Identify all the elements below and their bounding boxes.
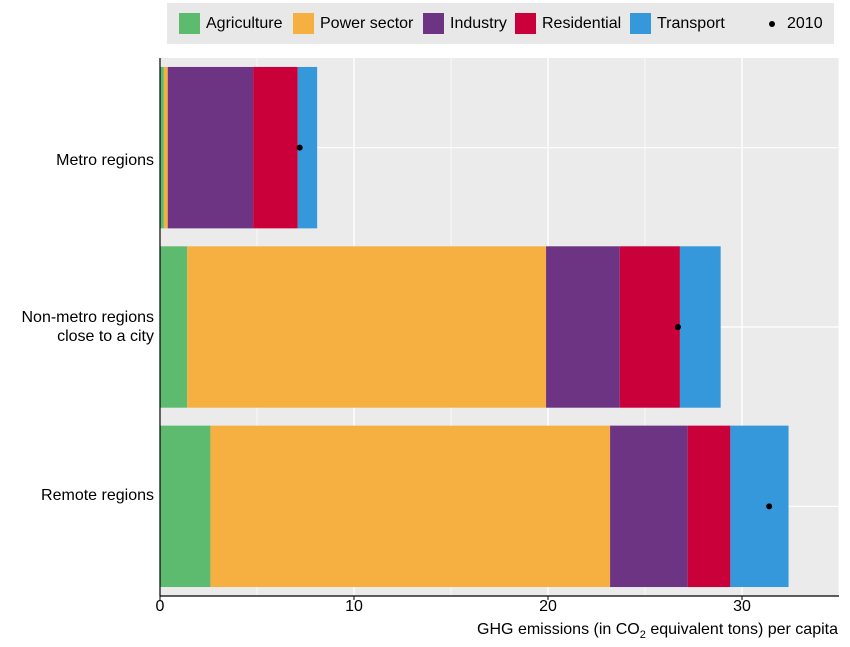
y-label-non-metro-regions: Non-metro regions close to a city xyxy=(22,308,155,346)
legend-label-2010: 2010 xyxy=(787,14,823,32)
legend-item-2010: 2010 xyxy=(765,3,823,44)
marker-2010-0 xyxy=(296,144,303,151)
legend-swatch-power-sector xyxy=(293,13,314,34)
bar-power-sector-2 xyxy=(210,425,611,588)
y-label-line: Remote regions xyxy=(41,487,154,504)
x-tick-label: 10 xyxy=(345,598,363,615)
bar-transport-2 xyxy=(730,425,789,588)
bar-agriculture-0 xyxy=(160,66,164,229)
legend-swatch-agriculture xyxy=(179,13,200,34)
legend-item-agriculture: Agriculture xyxy=(179,3,282,44)
bar-transport-0 xyxy=(297,66,318,229)
y-label-metro-regions: Metro regions xyxy=(56,151,154,170)
legend-swatch-residential xyxy=(515,13,536,34)
marker-2010-2 xyxy=(766,503,773,510)
x-axis-label-sub: 2 xyxy=(639,629,646,642)
y-label-line: Metro regions xyxy=(56,152,154,169)
legend-item-transport: Transport xyxy=(630,3,725,44)
x-axis-label-post: equivalent tons) per capita xyxy=(645,621,838,638)
legend-item-power-sector: Power sector xyxy=(293,3,413,44)
legend-label-agriculture: Agriculture xyxy=(206,14,283,32)
legend-label-transport: Transport xyxy=(657,14,725,32)
x-tick-label: 30 xyxy=(733,598,751,615)
bar-industry-1 xyxy=(546,246,620,408)
marker-2010-1 xyxy=(674,324,681,330)
legend-marker-dot-icon xyxy=(769,20,775,27)
bar-industry-0 xyxy=(167,66,254,229)
markers-2010 xyxy=(296,144,773,510)
x-tick-label: 0 xyxy=(155,598,165,615)
bar-power-sector-1 xyxy=(187,246,547,408)
y-label-line: close to a city xyxy=(57,328,154,345)
legend-label-industry: Industry xyxy=(450,14,507,32)
y-label-line: Non-metro regions xyxy=(21,309,155,326)
bar-industry-2 xyxy=(610,425,688,588)
bar-residential-1 xyxy=(619,246,680,408)
x-axis-ticks xyxy=(159,596,743,600)
x-axis-label-pre: GHG emissions (in CO xyxy=(477,621,640,638)
legend-item-industry: Industry xyxy=(423,3,507,44)
x-tick-label: 20 xyxy=(539,598,557,615)
bar-residential-2 xyxy=(687,425,731,588)
bar-residential-0 xyxy=(253,66,298,229)
legend: Agriculture Power sector Industry Reside… xyxy=(167,3,834,44)
legend-swatch-industry xyxy=(423,13,444,34)
legend-swatch-transport xyxy=(630,13,651,34)
x-axis-label: GHG emissions (in CO2 equivalent tons) p… xyxy=(477,621,838,641)
y-label-remote-regions: Remote regions xyxy=(41,486,154,505)
bar-power-sector-0 xyxy=(163,66,168,229)
bar-agriculture-2 xyxy=(160,425,211,588)
bar-agriculture-1 xyxy=(160,246,188,408)
legend-label-power-sector: Power sector xyxy=(320,14,414,32)
bar-transport-1 xyxy=(679,246,721,408)
bars xyxy=(160,66,789,588)
legend-label-residential: Residential xyxy=(542,14,622,32)
legend-item-residential: Residential xyxy=(515,3,621,44)
